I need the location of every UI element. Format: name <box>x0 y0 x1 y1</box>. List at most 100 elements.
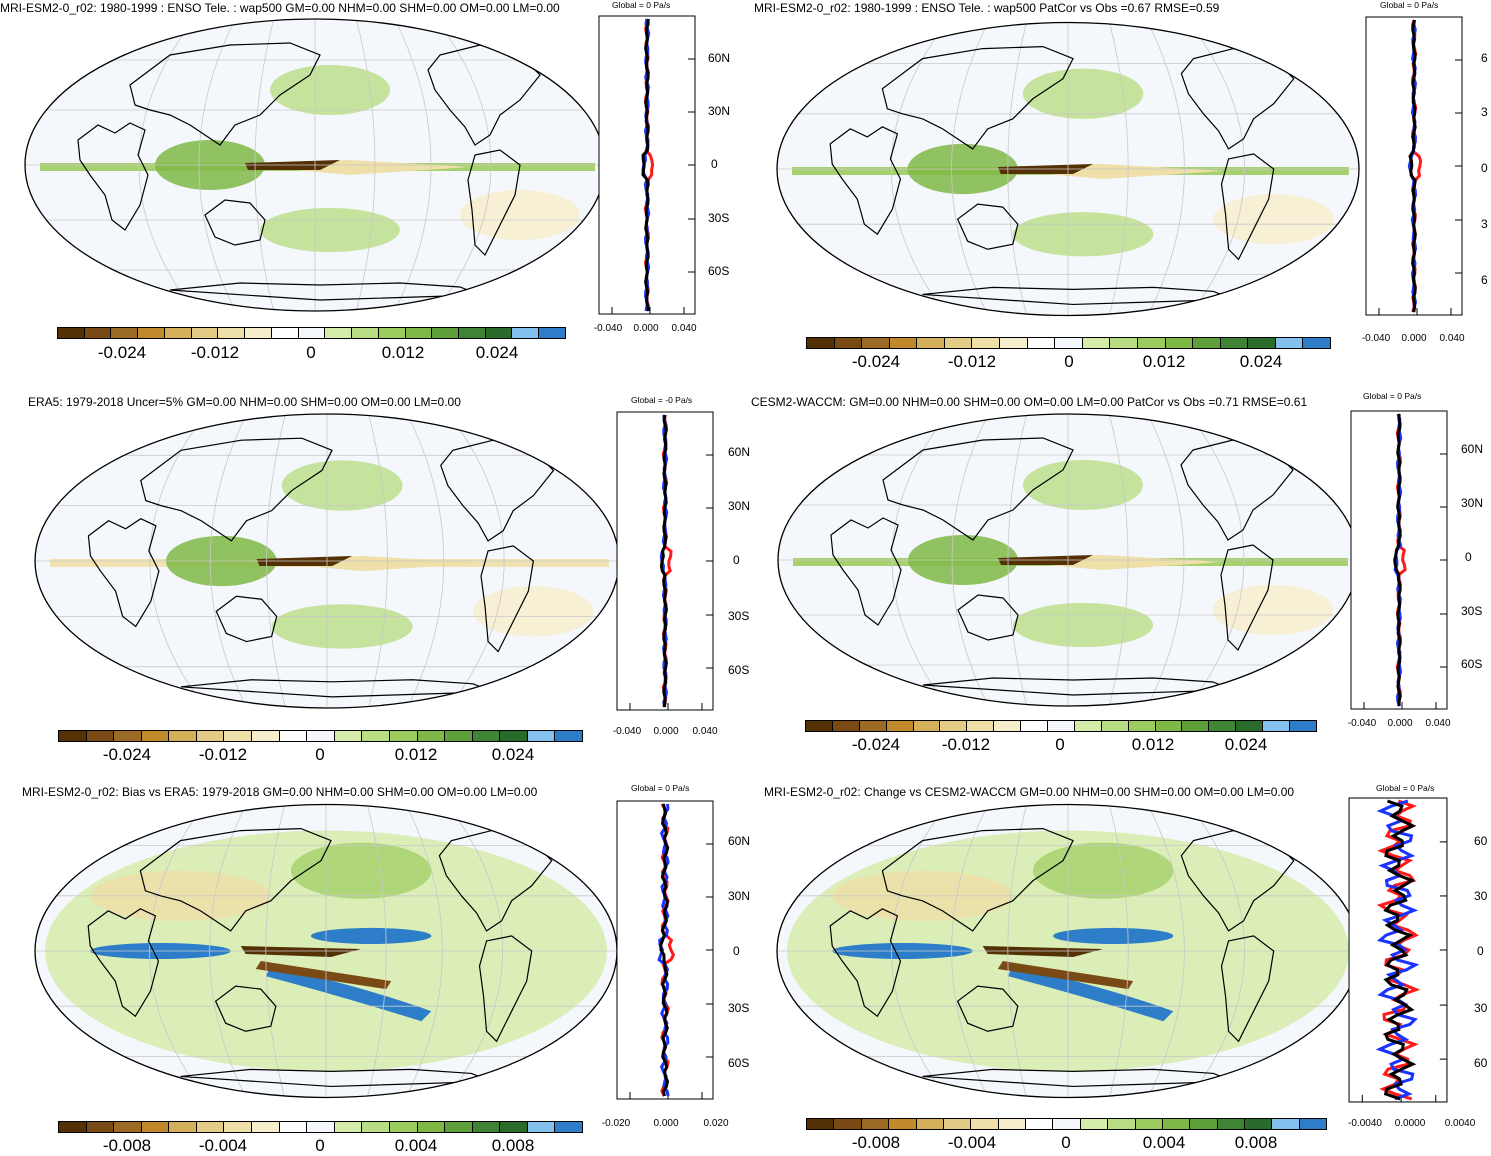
coastline <box>1220 544 1274 652</box>
colorbar-swatch <box>539 328 565 338</box>
colorbar-label: 0 <box>315 1136 325 1155</box>
coastline <box>957 594 1019 641</box>
field-blue <box>1052 927 1174 944</box>
graticule-line <box>1007 22 1027 316</box>
x-tick-label: 0.000 <box>1387 718 1413 729</box>
coastline <box>1220 153 1275 261</box>
lat-tick-label: 30N <box>728 499 751 513</box>
zonal-mean-profile <box>616 800 714 1100</box>
field-tan <box>472 586 594 637</box>
graticule-line <box>1007 804 1027 1098</box>
coastline <box>956 985 1019 1032</box>
colorbar-swatch <box>218 328 246 338</box>
colorbar-swatch <box>58 328 85 338</box>
colorbar-swatch <box>389 1122 418 1132</box>
lat-tick-label: 0 <box>733 553 740 567</box>
zonal-mean-profile <box>598 15 696 315</box>
lat-tick-label: 30N <box>1461 496 1484 510</box>
graticule-line <box>209 804 247 1098</box>
x-tick-label: 0.000 <box>653 726 679 737</box>
colorbar-swatch <box>1074 721 1102 731</box>
colorbar-swatch <box>307 1122 335 1132</box>
colorbar-swatch <box>886 721 914 731</box>
colorbar-swatch <box>252 1122 280 1132</box>
colorbar-label: 0.004 <box>394 1136 438 1155</box>
panel-title: MRI-ESM2-0_r02: 1980-1999 : ENSO Tele. :… <box>754 1 1220 15</box>
lat-tick-label: 60N <box>1461 442 1484 456</box>
colorbar-swatch <box>169 1122 197 1132</box>
coastline <box>829 126 902 236</box>
graticule-line <box>1189 804 1245 1098</box>
coastline <box>169 282 481 301</box>
colorbar-swatch <box>1165 338 1194 348</box>
graticule-line <box>1188 414 1245 706</box>
colorbar <box>58 1121 583 1133</box>
map-border <box>776 21 1360 317</box>
panel-title: MRI-ESM2-0_r02: Bias vs ERA5: 1979-2018 … <box>22 785 538 799</box>
colorbar-swatch <box>1128 721 1156 731</box>
lat-tick-label: 3 <box>1481 105 1488 119</box>
colorbar-label: 0.024 <box>475 343 519 362</box>
colorbar-swatch <box>417 731 446 741</box>
colorbar-swatch <box>196 731 225 741</box>
graticule-line <box>149 804 205 1098</box>
colorbar-swatch <box>1027 338 1056 348</box>
graticule-line <box>447 804 503 1098</box>
coastline <box>829 908 902 1018</box>
colorbar-label: -0.004 <box>198 1136 248 1155</box>
graticule-line <box>406 414 445 708</box>
colorbar-swatch <box>196 1122 225 1132</box>
colorbar-swatch <box>889 1119 917 1129</box>
profile-line <box>1375 799 1420 1101</box>
colorbar-label: 0 <box>1064 352 1074 371</box>
colorbar-swatch <box>389 731 418 741</box>
colorbar-swatch <box>832 721 860 731</box>
world-map-robinson <box>34 413 620 709</box>
field-blue <box>1007 966 1174 1022</box>
colorbar-swatch <box>1021 721 1049 731</box>
colorbar-swatch <box>500 731 528 741</box>
colorbar-swatch <box>834 1119 862 1129</box>
coastline <box>215 595 278 643</box>
lat-tick-label: 0 <box>1481 161 1488 175</box>
colorbar-swatch <box>972 338 1001 348</box>
colorbar-swatch <box>1245 1119 1273 1129</box>
graticule-line <box>254 19 275 311</box>
colorbar-swatch <box>555 731 582 741</box>
lat-tick-label: 0 <box>1477 944 1484 958</box>
coastline <box>77 122 149 231</box>
graticule-line <box>355 19 376 311</box>
colorbar-label: 0.024 <box>1239 352 1283 371</box>
colorbar-label: 0 <box>1061 1133 1071 1152</box>
colorbar-swatch <box>298 328 326 338</box>
coastline <box>881 827 1074 932</box>
colorbar-swatch <box>1263 721 1291 731</box>
graticule-line <box>266 414 286 708</box>
colorbar-label: 0.012 <box>394 745 438 764</box>
x-tick-label: 0.040 <box>671 323 697 334</box>
colorbar-label: 0.008 <box>1234 1133 1278 1152</box>
colorbar-label: 0.012 <box>381 343 425 362</box>
zonal-mean-profile <box>1350 410 1448 710</box>
lat-tick-label: 0 <box>711 157 718 171</box>
field-green <box>1032 842 1174 899</box>
colorbar-swatch <box>806 721 833 731</box>
colorbar-swatch <box>445 1122 473 1132</box>
lat-tick-label: 60S <box>728 1056 750 1070</box>
colorbar-swatch <box>859 721 887 731</box>
colorbar-swatch <box>1108 1119 1136 1129</box>
x-tick-label: -0.040 <box>1347 718 1377 729</box>
graticule-line <box>951 414 989 706</box>
graticule-line <box>1147 804 1185 1098</box>
field-tan <box>1213 585 1333 635</box>
zonal-mean-profile <box>616 411 714 711</box>
field-brown <box>240 945 362 958</box>
colorbar-swatch <box>59 731 87 741</box>
field-green <box>1023 460 1143 510</box>
colorbar-swatch <box>862 338 890 348</box>
colorbar-swatch <box>279 1122 308 1132</box>
colorbar-swatch <box>169 731 197 741</box>
x-tick-label: 0.0000 <box>1394 1118 1426 1129</box>
zonal-mean-profile <box>1348 797 1448 1103</box>
lat-tick-label: 60N <box>728 445 751 459</box>
